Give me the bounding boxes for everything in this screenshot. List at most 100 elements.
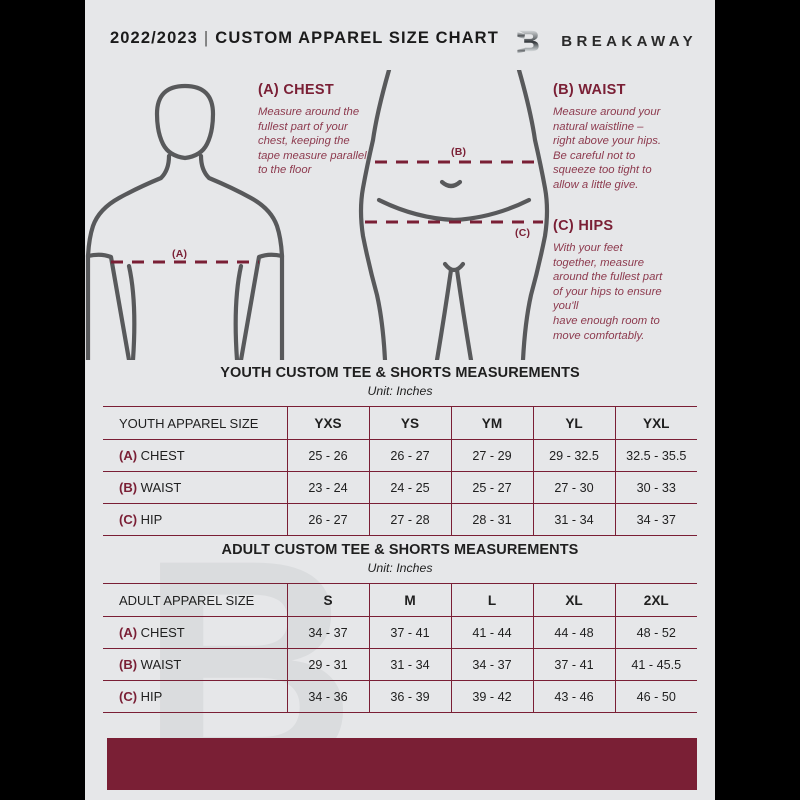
table-header-row: YOUTH APPAREL SIZE YXS YS YM YL YXL xyxy=(103,406,697,440)
note-chest-body: Measure around the fullest part of your … xyxy=(258,106,367,177)
adult-col-1: M xyxy=(368,583,451,617)
adult-row-1-name: WAIST xyxy=(140,657,182,672)
table-row: (B) WAIST 29 - 31 31 - 34 34 - 37 37 - 4… xyxy=(103,648,697,681)
adult-row-1-tag: (B) xyxy=(119,657,138,672)
adult-col-0: S xyxy=(286,583,369,617)
adult-row-header-label: ADULT APPAREL SIZE xyxy=(103,583,287,617)
youth-row-0-name: CHEST xyxy=(140,448,185,463)
table-row: (A) CHEST 34 - 37 37 - 41 41 - 44 44 - 4… xyxy=(103,616,697,649)
adult-r0-c0: 34 - 37 xyxy=(286,616,369,649)
note-hips: (C) HIPS With your feet together, measur… xyxy=(553,218,703,343)
adult-row-2-tag: (C) xyxy=(119,689,138,704)
youth-r0-c4: 32.5 - 35.5 xyxy=(614,439,697,472)
youth-row-2-name: HIP xyxy=(140,512,163,527)
youth-row-1-label: (B) WAIST xyxy=(103,471,287,504)
adult-row-0-tag: (A) xyxy=(119,625,138,640)
waist-measure-label: (B) xyxy=(451,146,467,158)
hips-measure-label: (C) xyxy=(515,227,531,239)
adult-col-2: L xyxy=(450,583,533,617)
adult-r0-c2: 41 - 44 xyxy=(450,616,533,649)
youth-r0-c2: 27 - 29 xyxy=(450,439,533,472)
youth-col-1: YS xyxy=(368,406,451,440)
youth-col-2: YM xyxy=(450,406,533,440)
youth-r2-c4: 34 - 37 xyxy=(614,503,697,536)
youth-row-2-label: (C) HIP xyxy=(103,503,287,536)
adult-table-title: ADULT CUSTOM TEE & SHORTS MEASUREMENTS xyxy=(221,542,579,558)
youth-row-2-tag: (C) xyxy=(119,512,138,527)
adult-table-block: ADULT CUSTOM TEE & SHORTS MEASUREMENTS U… xyxy=(85,542,715,713)
youth-r0-c0: 25 - 26 xyxy=(286,439,369,472)
youth-row-1-tag: (B) xyxy=(119,480,138,495)
youth-size-table: YOUTH APPAREL SIZE YXS YS YM YL YXL (A) … xyxy=(103,406,697,536)
adult-r0-c3: 44 - 48 xyxy=(532,616,615,649)
adult-r1-c4: 41 - 45.5 xyxy=(614,648,697,681)
page-header: 2022/2023 | CUSTOM APPAREL SIZE CHART xyxy=(85,26,715,60)
lower-body-figure xyxy=(358,70,550,360)
youth-col-4: YXL xyxy=(614,406,697,440)
youth-r1-c0: 23 - 24 xyxy=(286,471,369,504)
size-chart-page: B 2022/2023 | CUSTOM APPAREL SIZE CHART xyxy=(85,0,715,800)
footer-bar xyxy=(107,738,697,790)
brand-lockup: BREAKAWAY xyxy=(514,24,697,58)
adult-size-table: ADULT APPAREL SIZE S M L XL 2XL (A) CHES… xyxy=(103,583,697,713)
adult-r0-c1: 37 - 41 xyxy=(368,616,451,649)
title-text: CUSTOM APPAREL SIZE CHART xyxy=(215,29,499,47)
youth-col-3: YL xyxy=(532,406,615,440)
note-chest-title: (A) CHEST xyxy=(258,82,334,98)
adult-r2-c3: 43 - 46 xyxy=(532,680,615,713)
youth-r1-c2: 25 - 27 xyxy=(450,471,533,504)
youth-row-1-name: WAIST xyxy=(140,480,182,495)
youth-r2-c2: 28 - 31 xyxy=(450,503,533,536)
adult-r1-c1: 31 - 34 xyxy=(368,648,451,681)
youth-r1-c1: 24 - 25 xyxy=(368,471,451,504)
youth-table-title: YOUTH CUSTOM TEE & SHORTS MEASUREMENTS xyxy=(220,365,580,381)
table-row: (A) CHEST 25 - 26 26 - 27 27 - 29 29 - 3… xyxy=(103,439,697,472)
title-separator: | xyxy=(203,29,210,47)
youth-r1-c3: 27 - 30 xyxy=(532,471,615,504)
adult-row-2-name: HIP xyxy=(140,689,163,704)
youth-table-unit: Unit: Inches xyxy=(367,384,433,398)
page-title: 2022/2023 | CUSTOM APPAREL SIZE CHART xyxy=(110,29,499,48)
youth-row-0-label: (A) CHEST xyxy=(103,439,287,472)
youth-r2-c3: 31 - 34 xyxy=(532,503,615,536)
adult-r1-c3: 37 - 41 xyxy=(532,648,615,681)
youth-table-block: YOUTH CUSTOM TEE & SHORTS MEASUREMENTS U… xyxy=(85,365,715,536)
adult-row-0-label: (A) CHEST xyxy=(103,616,287,649)
table-row: (B) WAIST 23 - 24 24 - 25 25 - 27 27 - 3… xyxy=(103,471,697,504)
adult-r2-c4: 46 - 50 xyxy=(614,680,697,713)
note-chest: (A) CHEST Measure around the fullest par… xyxy=(258,82,418,178)
youth-col-0: YXS xyxy=(286,406,369,440)
adult-row-0-name: CHEST xyxy=(140,625,185,640)
table-header-row: ADULT APPAREL SIZE S M L XL 2XL xyxy=(103,583,697,617)
adult-col-4: 2XL xyxy=(614,583,697,617)
youth-r2-c1: 27 - 28 xyxy=(368,503,451,536)
adult-row-1-label: (B) WAIST xyxy=(103,648,287,681)
youth-r1-c4: 30 - 33 xyxy=(614,471,697,504)
youth-r0-c3: 29 - 32.5 xyxy=(532,439,615,472)
table-row: (C) HIP 34 - 36 36 - 39 39 - 42 43 - 46 … xyxy=(103,680,697,713)
youth-r0-c1: 26 - 27 xyxy=(368,439,451,472)
note-waist-title: (B) WAIST xyxy=(553,82,626,98)
youth-r2-c0: 26 - 27 xyxy=(286,503,369,536)
note-waist: (B) WAIST Measure around your natural wa… xyxy=(553,82,703,193)
upper-body-figure xyxy=(85,83,285,360)
breakaway-b-monogram-icon xyxy=(517,30,539,54)
note-waist-body: Measure around your natural waistline – … xyxy=(553,106,662,191)
adult-r2-c2: 39 - 42 xyxy=(450,680,533,713)
measurement-illustrations: (A) (B) (C) (A) CHEST xyxy=(85,70,715,360)
adult-r2-c1: 36 - 39 xyxy=(368,680,451,713)
youth-row-header-label: YOUTH APPAREL SIZE xyxy=(103,406,287,440)
adult-r1-c0: 29 - 31 xyxy=(286,648,369,681)
brand-name: BREAKAWAY xyxy=(561,32,697,50)
youth-row-0-tag: (A) xyxy=(119,448,138,463)
adult-col-3: XL xyxy=(532,583,615,617)
note-hips-title: (C) HIPS xyxy=(553,218,614,234)
adult-row-2-label: (C) HIP xyxy=(103,680,287,713)
table-row: (C) HIP 26 - 27 27 - 28 28 - 31 31 - 34 … xyxy=(103,503,697,536)
chest-measure-label: (A) xyxy=(172,248,188,260)
note-hips-body: With your feet together, measure around … xyxy=(553,242,663,342)
season-label: 2022/2023 xyxy=(110,29,198,47)
adult-r1-c2: 34 - 37 xyxy=(450,648,533,681)
adult-table-unit: Unit: Inches xyxy=(367,561,433,575)
